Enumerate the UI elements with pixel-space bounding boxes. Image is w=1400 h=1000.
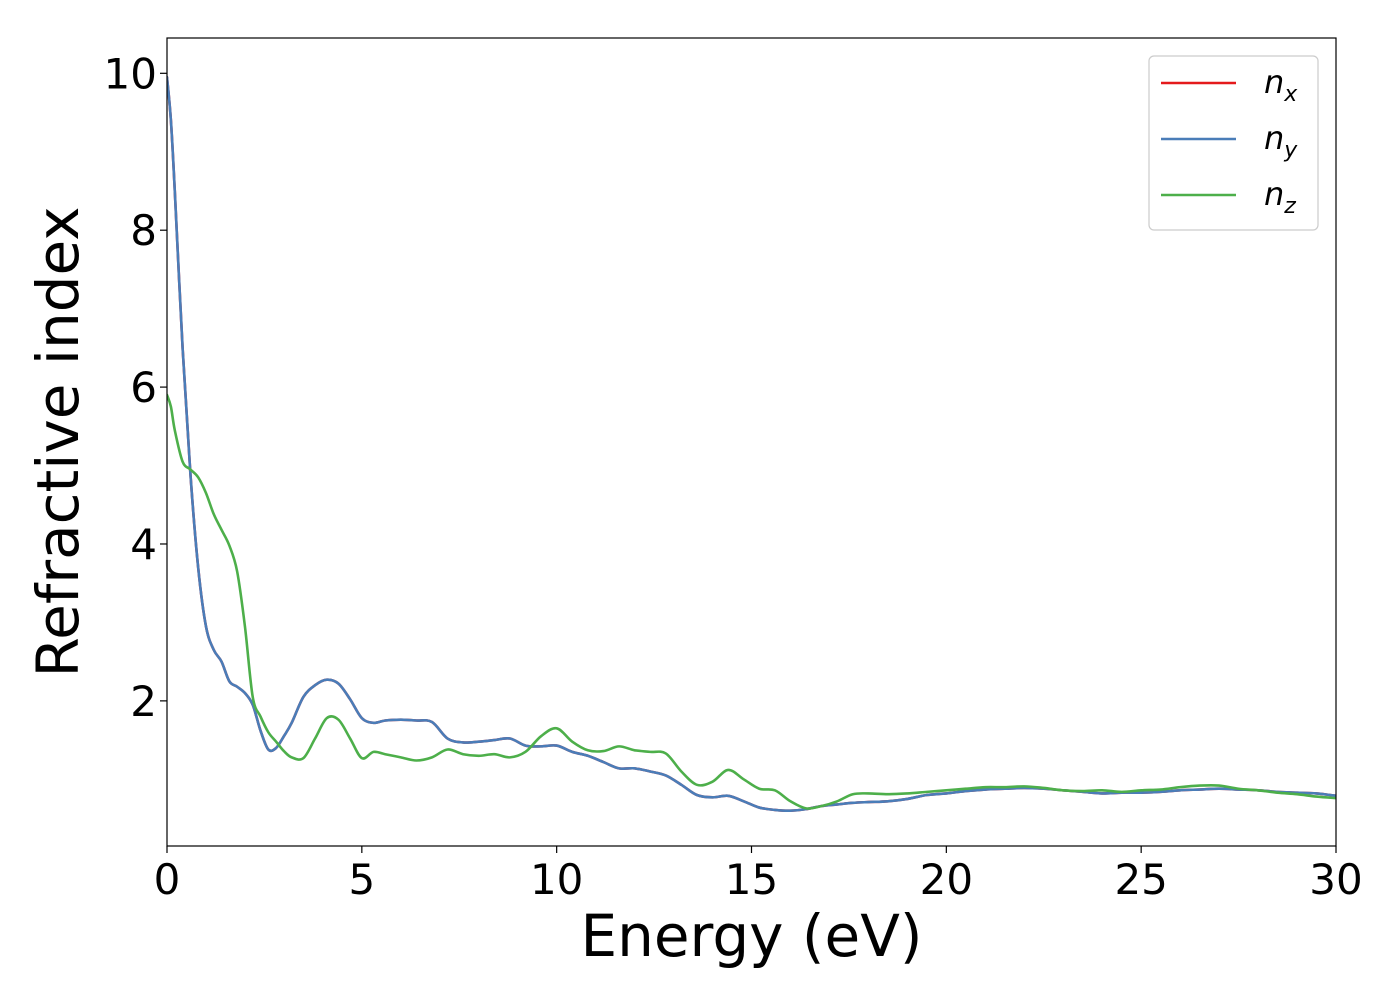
y-axis-ticks: 2 4 6 8 10 [104, 49, 167, 726]
legend-label-ny: ny [1264, 119, 1298, 163]
legend-label-nx: nx [1264, 63, 1298, 107]
legend-frame [1148, 55, 1319, 231]
x-tick-label: 30 [1309, 855, 1362, 904]
x-tick-label: 5 [348, 855, 375, 904]
x-tick-label: 15 [725, 855, 778, 904]
x-tick-label: 25 [1114, 855, 1167, 904]
y-tick-label: 8 [130, 206, 157, 255]
y-tick-label: 4 [130, 520, 157, 569]
x-axis-ticks: 0 5 10 15 20 25 30 [154, 846, 1363, 904]
y-tick-label: 10 [104, 49, 157, 98]
y-tick-label: 2 [130, 677, 157, 726]
series-line-nz [167, 393, 1336, 810]
plot-lines [167, 75, 1336, 813]
x-tick-label: 20 [920, 855, 973, 904]
y-tick-label: 6 [130, 363, 157, 412]
x-tick-label: 0 [154, 855, 181, 904]
x-axis-title: Energy (eV) [580, 902, 922, 970]
x-tick-label: 10 [530, 855, 583, 904]
y-axis-title: Refractive index [24, 206, 92, 677]
